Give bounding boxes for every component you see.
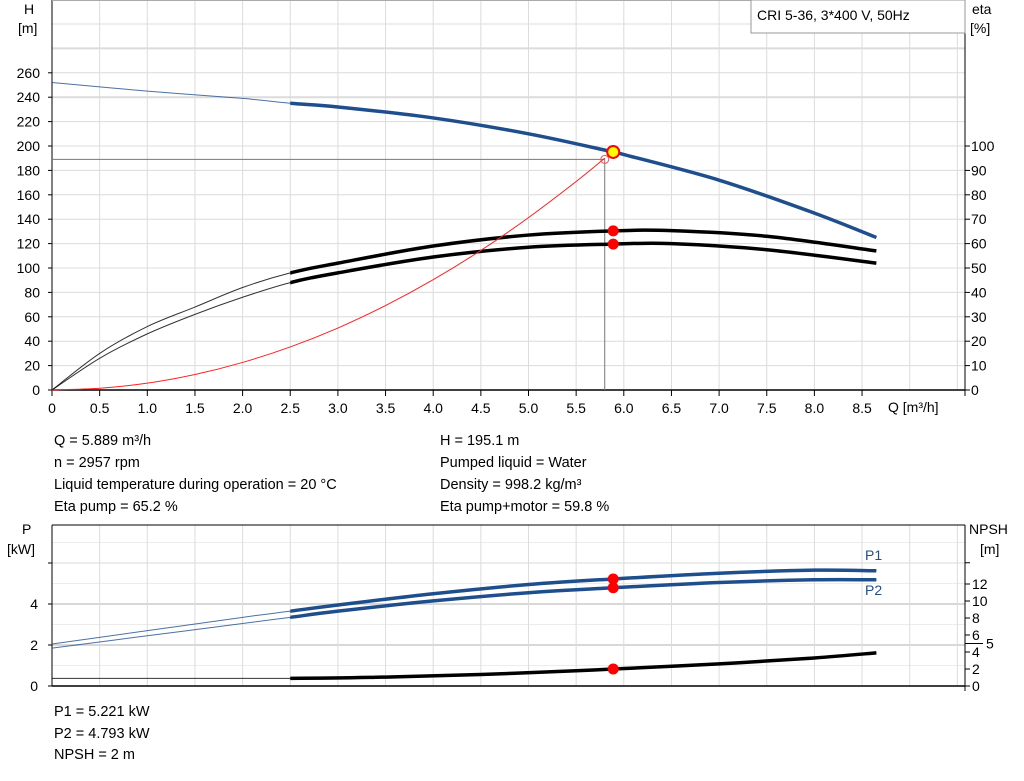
h-tick-label: 240 <box>17 89 41 105</box>
info-flow: Q = 5.889 m³/h <box>54 433 151 449</box>
npsh-tick-label: 0 <box>972 678 980 694</box>
eta-tick-label: 40 <box>971 284 987 300</box>
q-tick-label: 5.0 <box>519 400 539 416</box>
eta-tick-label: 90 <box>971 162 987 178</box>
legend-text: CRI 5-36, 3*400 V, 50Hz <box>757 7 910 23</box>
p2-series-label: P2 <box>865 582 882 598</box>
q-tick-label: 2.0 <box>233 400 253 416</box>
p2-marker <box>607 582 619 594</box>
info-bottom: P1 = 5.221 kW P2 = 4.793 kW NPSH = 2 m <box>54 704 150 763</box>
npsh-tick-label: 2 <box>972 661 980 677</box>
info-head: H = 195.1 m <box>440 433 519 449</box>
eta-tick-label: 20 <box>971 333 987 349</box>
npsh-tick-label: 6 <box>972 627 980 643</box>
h-tick-label: 180 <box>17 162 41 178</box>
q-tick-label: 7.0 <box>709 400 729 416</box>
q-tick-label: 8.0 <box>805 400 825 416</box>
q-tick-label: 4.5 <box>471 400 491 416</box>
q-tick-label: 2.5 <box>281 400 301 416</box>
info-npsh: NPSH = 2 m <box>54 747 135 763</box>
eta-pump-motor-curve-line <box>290 241 877 285</box>
eta-axis-unit: [%] <box>970 20 990 36</box>
info-eta-pump: Eta pump = 65.2 % <box>54 499 178 515</box>
npsh-tick-label: 5 <box>986 636 994 652</box>
info-speed: n = 2957 rpm <box>54 455 140 471</box>
head-curve-thin-line <box>51 82 877 238</box>
npsh-marker <box>607 663 619 675</box>
info-top-left: Q = 5.889 m³/h n = 2957 rpm Liquid tempe… <box>54 433 337 515</box>
p-tick-label: 4 <box>30 596 38 612</box>
npsh-tick-label: 4 <box>972 644 980 660</box>
p1-curve-line <box>290 568 877 613</box>
eta-pump-curve-line <box>290 228 877 275</box>
q-tick-label: 8.5 <box>852 400 872 416</box>
p-axis-unit: [kW] <box>7 541 35 557</box>
npsh-curve-line <box>290 651 877 681</box>
h-tick-label: 60 <box>24 309 40 325</box>
p-tick-label: 2 <box>30 637 38 653</box>
info-p1: P1 = 5.221 kW <box>54 704 150 720</box>
h-tick-label: 20 <box>24 358 40 374</box>
h-tick-label: 80 <box>24 284 40 300</box>
q-tick-label: 0.5 <box>90 400 110 416</box>
p1-series-label: P1 <box>865 547 882 563</box>
h-tick-label: 200 <box>17 138 41 154</box>
eta-tick-label: 30 <box>971 309 987 325</box>
q-tick-label: 0 <box>48 400 56 416</box>
eta-tick-label: 10 <box>971 358 987 374</box>
h-tick-label: 100 <box>17 260 41 276</box>
h-tick-label: 260 <box>17 65 41 81</box>
info-top-right: H = 195.1 m Pumped liquid = Water Densit… <box>440 433 609 515</box>
h-axis-label: H <box>24 1 34 17</box>
info-eta-pump-motor: Eta pump+motor = 59.8 % <box>440 499 609 515</box>
q-tick-label: 4.0 <box>423 400 443 416</box>
info-pumped-liquid: Pumped liquid = Water <box>440 455 587 471</box>
q-tick-label: 5.5 <box>566 400 586 416</box>
h-tick-label: 0 <box>32 382 40 398</box>
q-tick-label: 7.5 <box>757 400 777 416</box>
h-tick-label: 140 <box>17 211 41 227</box>
h-tick-label: 120 <box>17 236 41 252</box>
q-tick-label: 6.0 <box>614 400 634 416</box>
info-density: Density = 998.2 kg/m³ <box>440 477 582 493</box>
npsh-axis-unit: [m] <box>980 541 999 557</box>
eta-axis-label: eta <box>972 1 992 17</box>
head-curve-line <box>290 101 877 240</box>
p-tick-label: 0 <box>30 678 38 694</box>
eta-tick-label: 100 <box>971 138 995 154</box>
eta-tick-label: 0 <box>971 382 979 398</box>
eta-pump-motor-marker <box>607 238 619 250</box>
p-axis-label: P <box>22 521 31 537</box>
requested-duty-point <box>600 154 610 164</box>
h-axis-unit: [m] <box>18 20 37 36</box>
h-tick-label: 40 <box>24 333 40 349</box>
operating-point-marker <box>606 144 621 159</box>
npsh-tick-label: 10 <box>972 593 988 609</box>
q-tick-label: 6.5 <box>662 400 682 416</box>
eta-pump-marker <box>607 225 619 237</box>
eta-tick-label: 50 <box>971 260 987 276</box>
performance-chart: 0204060801001201401601802002202402600102… <box>17 0 995 416</box>
p2-curve-line <box>290 577 877 620</box>
q-tick-label: 3.0 <box>328 400 348 416</box>
h-tick-label: 220 <box>17 114 41 130</box>
q-tick-label: 3.5 <box>376 400 396 416</box>
info-liquid-temp: Liquid temperature during operation = 20… <box>54 477 337 493</box>
q-axis-label: Q [m³/h] <box>888 399 939 415</box>
q-tick-label: 1.5 <box>185 400 205 416</box>
h-tick-label: 160 <box>17 187 41 203</box>
legend-box <box>750 0 966 34</box>
eta-tick-label: 80 <box>971 187 987 203</box>
npsh-axis-label: NPSH <box>969 521 1008 537</box>
eta-tick-label: 60 <box>971 236 987 252</box>
q-tick-label: 1.0 <box>138 400 158 416</box>
info-p2: P2 = 4.793 kW <box>54 726 150 742</box>
eta-tick-label: 70 <box>971 211 987 227</box>
p1-marker <box>607 573 619 585</box>
system-curve-line <box>51 157 606 391</box>
npsh-tick-label: 8 <box>972 610 980 626</box>
npsh-tick-label: 12 <box>972 576 988 592</box>
